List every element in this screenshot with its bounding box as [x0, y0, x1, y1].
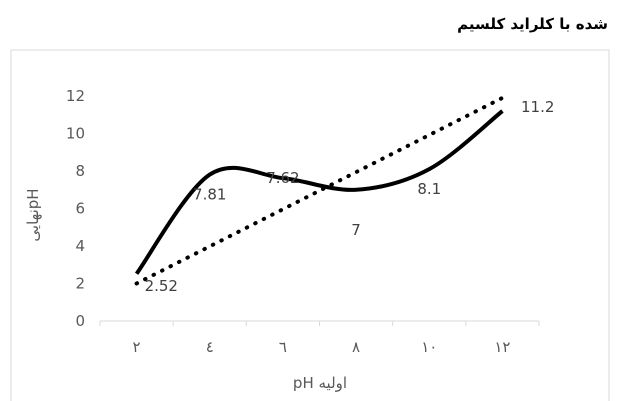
data-label: 2.52 — [145, 277, 178, 295]
chart-border — [10, 49, 610, 401]
y-tick-label: 6 — [75, 200, 85, 218]
data-label: 8.1 — [417, 180, 441, 198]
data-label: 7.81 — [193, 186, 226, 204]
series-line — [134, 109, 504, 275]
y-tick-label: 12 — [66, 87, 85, 105]
trendline — [134, 95, 505, 286]
x-tick-labels: ۲ ٤ ٦ ٨ ١٠ ١٢ — [133, 338, 511, 356]
x-tick-label: ۲ — [133, 338, 141, 356]
chart-title: شده با کلراید کلسیم — [457, 15, 608, 33]
x-tick-label: ١٢ — [494, 338, 510, 356]
data-label: 7.62 — [266, 169, 299, 187]
x-axis-title: اولیه pH — [293, 374, 347, 392]
x-tick-label: ٦ — [279, 338, 287, 356]
data-label: 11.2 — [521, 98, 554, 116]
y-tick-label: 8 — [75, 162, 85, 180]
y-tick-label: 0 — [75, 312, 85, 330]
x-tick-marks — [99, 321, 540, 326]
y-tick-label: 4 — [75, 237, 85, 255]
x-tick-label: ٨ — [352, 338, 360, 356]
y-tick-labels: 0 2 4 6 8 10 12 — [66, 87, 85, 330]
x-tick-label: ٤ — [206, 338, 214, 356]
y-tick-label: 10 — [66, 125, 85, 143]
data-label: 7 — [351, 221, 361, 239]
data-labels: 2.52 7.81 7.62 7 8.1 11.2 — [145, 98, 555, 295]
x-tick-label: ١٠ — [421, 338, 437, 356]
y-tick-label: 2 — [75, 275, 85, 293]
y-axis-title: نهاییpH — [24, 188, 42, 241]
